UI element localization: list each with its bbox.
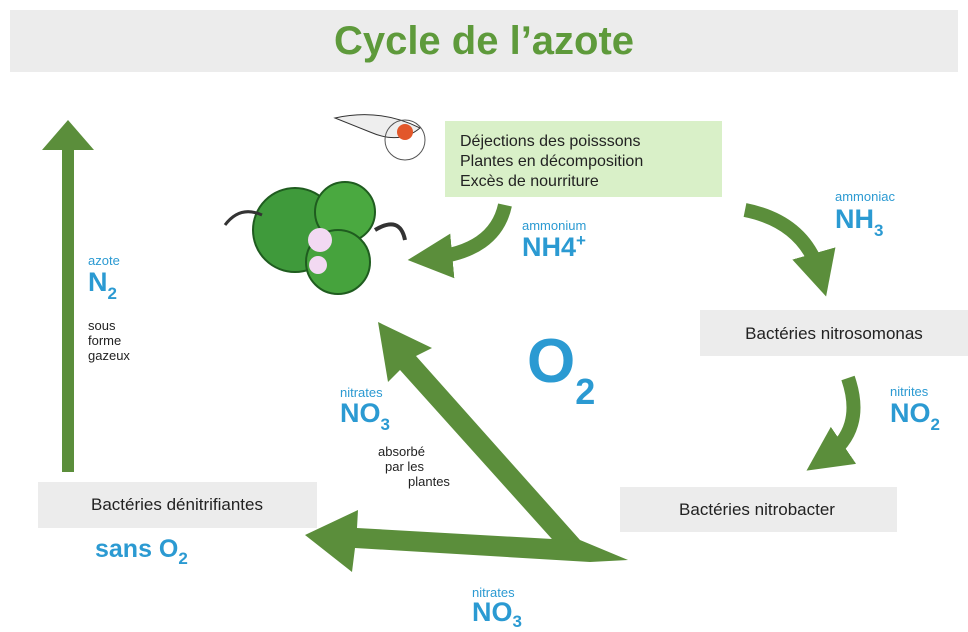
note: sous bbox=[88, 318, 116, 333]
arrow-head bbox=[42, 120, 94, 150]
superscript: + bbox=[576, 231, 586, 250]
anoxic-label: sans O2 bbox=[95, 535, 188, 568]
species-formula: NH4+ bbox=[522, 231, 586, 262]
subscript: 3 bbox=[381, 415, 390, 434]
formula: N bbox=[88, 267, 108, 297]
label: sans O bbox=[95, 535, 178, 563]
formula: NO bbox=[340, 398, 381, 428]
page: Cycle de l’azote Déjections des poissson… bbox=[0, 0, 968, 632]
title: Cycle de l’azote bbox=[334, 19, 634, 63]
source-line: Plantes en décomposition bbox=[460, 153, 643, 170]
arrow bbox=[378, 322, 628, 560]
box-label: Bactéries dénitrifiantes bbox=[91, 495, 263, 514]
box-label: Bactéries nitrobacter bbox=[679, 500, 835, 519]
arrow bbox=[62, 145, 74, 472]
source-line: Excès de nourriture bbox=[460, 173, 599, 190]
note: absorbé bbox=[378, 444, 425, 459]
source-line: Déjections des poisssons bbox=[460, 133, 641, 150]
subscript: 3 bbox=[513, 612, 522, 627]
species-formula: NO3 bbox=[472, 597, 522, 627]
note: forme bbox=[88, 333, 121, 348]
formula: NH4 bbox=[522, 232, 576, 262]
arrow bbox=[430, 205, 505, 258]
species-name: nitrites bbox=[890, 384, 929, 399]
diagram: Cycle de l’azote Déjections des poissson… bbox=[0, 0, 968, 627]
species-formula: N2 bbox=[88, 267, 117, 303]
formula: NO bbox=[472, 597, 513, 627]
pond-illustration bbox=[225, 115, 425, 294]
arrow bbox=[745, 210, 820, 275]
subscript: 2 bbox=[575, 371, 595, 412]
subscript: 2 bbox=[108, 284, 117, 303]
species-name: azote bbox=[88, 253, 120, 268]
species-formula: NO3 bbox=[340, 398, 390, 434]
formula: O bbox=[527, 327, 575, 396]
note: plantes bbox=[408, 474, 450, 489]
oxygen: O2 bbox=[527, 327, 595, 412]
species-name: ammoniac bbox=[835, 189, 895, 204]
subscript: 3 bbox=[874, 221, 883, 240]
arrow bbox=[825, 378, 853, 458]
formula: NH bbox=[835, 204, 874, 234]
box-label: Bactéries nitrosomonas bbox=[745, 324, 923, 343]
subscript: 2 bbox=[931, 415, 940, 434]
note: gazeux bbox=[88, 348, 130, 363]
formula: NO bbox=[890, 398, 931, 428]
species-formula: NO2 bbox=[890, 398, 940, 434]
note: par les bbox=[385, 459, 425, 474]
subscript: 2 bbox=[178, 549, 187, 568]
species-formula: NH3 bbox=[835, 204, 883, 240]
